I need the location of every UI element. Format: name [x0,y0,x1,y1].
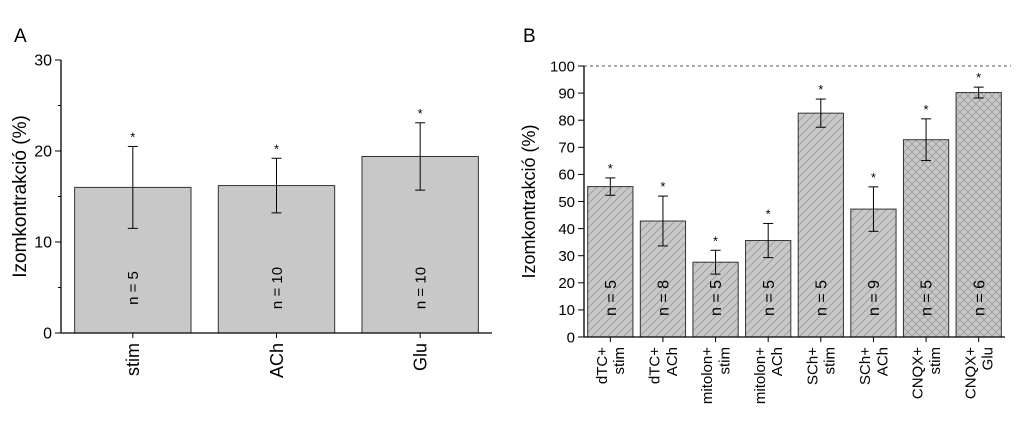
y-tick-label: 90 [558,85,575,102]
significance-star: * [766,206,771,221]
x-tick-label: dTC+ [647,347,664,384]
y-tick-label: 70 [558,140,575,157]
significance-star: * [924,102,929,117]
n-label: n = 5 [761,280,778,316]
significance-star: * [608,161,613,176]
y-tick-label: 100 [550,58,575,75]
panel-a: A * n = 5 stim * n = 10 ACh * n = 10 Glu 0 10 20 30 Iz… [10,26,492,378]
n-label: n = 5 [125,271,142,305]
x-tick-label: ACh [769,347,786,376]
x-tick-label: stim [822,347,839,375]
significance-star: * [871,170,876,185]
x-tick-label: stim [927,347,944,375]
n-label: n = 10 [412,267,429,309]
bar [955,92,1002,338]
n-label: n = 6 [971,280,988,316]
y-tick-label: 20 [558,275,575,292]
significance-star: * [818,82,823,97]
x-tick-label: stim [716,347,733,375]
n-label: n = 5 [603,280,620,316]
significance-star: * [976,70,981,85]
n-label: n = 5 [708,280,725,316]
y-tick-label: 0 [43,326,52,343]
significance-star: * [418,106,423,121]
x-tick-label: SCh+ [857,347,874,385]
bar [692,261,739,338]
y-tick-label: 30 [558,248,575,265]
y-axis-label: Izomkontrakció (%) [519,124,539,278]
x-tick-label: ACh [267,343,287,378]
x-tick-label: Glu [410,343,430,371]
y-tick-label: 60 [558,167,575,184]
x-tick-label: Glu [980,347,997,370]
significance-star: * [130,129,135,144]
x-tick-label: CNQX+ [910,347,927,399]
bar [902,139,950,338]
x-tick-label: CNQX+ [962,347,979,399]
significance-star: * [713,233,718,248]
x-tick-label: stim [611,347,628,375]
n-label: n = 10 [269,267,286,309]
y-tick-label: 10 [558,302,575,319]
y-axis-label: Izomkontrakció (%) [10,115,31,278]
y-tick-label: 30 [34,53,52,70]
x-tick-label: stim [123,343,143,376]
panel-label: A [14,26,27,47]
y-tick-label: 50 [558,194,575,211]
x-tick-label: mitolon+ [752,347,769,404]
bar [797,112,844,338]
x-tick-label: SCh+ [804,347,821,385]
x-tick-label: ACh [874,347,891,376]
n-label: n = 5 [813,280,830,316]
n-label: n = 5 [919,280,936,316]
n-label: n = 9 [866,280,883,316]
y-tick-label: 40 [558,221,575,238]
bar [587,186,634,338]
n-label: n = 8 [656,280,673,316]
significance-star: * [660,179,665,194]
y-tick-label: 80 [558,112,575,129]
x-tick-label: mitolon+ [699,347,716,404]
significance-star: * [274,141,279,156]
panel-label: B [523,26,536,47]
x-tick-label: ACh [664,347,681,376]
y-tick-label: 10 [34,235,52,252]
x-tick-label: dTC+ [594,347,611,384]
y-tick-label: 20 [34,144,52,161]
y-tick-label: 0 [567,329,575,346]
